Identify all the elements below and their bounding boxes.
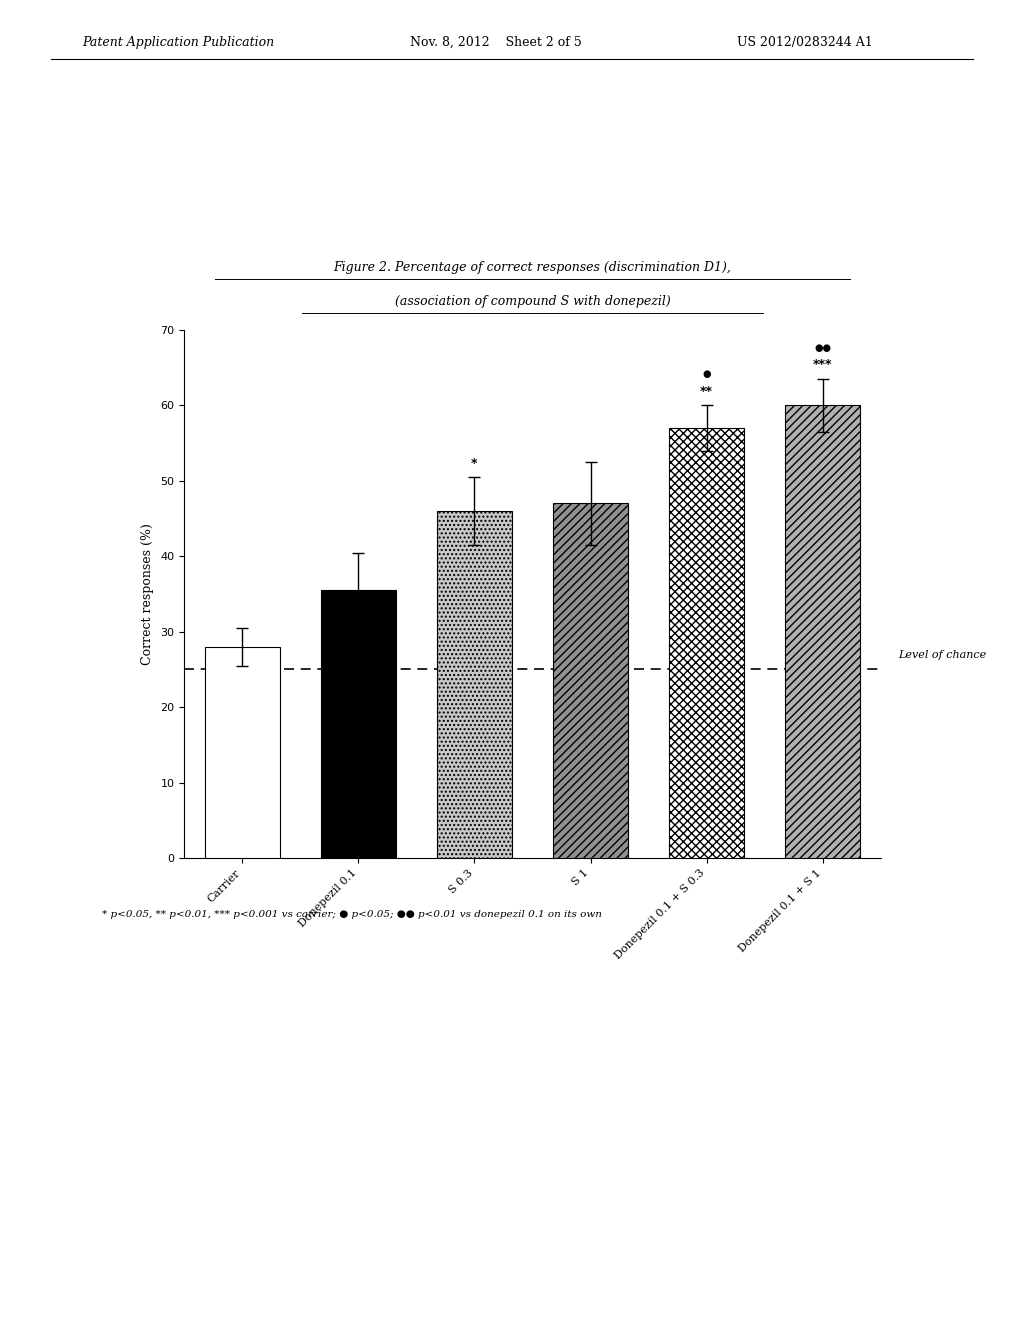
Text: **: **	[700, 385, 713, 397]
Bar	[437, 511, 512, 858]
Text: US 2012/0283244 A1: US 2012/0283244 A1	[737, 36, 873, 49]
Bar	[669, 428, 744, 858]
Text: ***: ***	[813, 359, 833, 371]
Text: ●: ●	[702, 370, 711, 379]
Text: ●●: ●●	[814, 343, 831, 352]
Text: (association of compound S with donepezil): (association of compound S with donepezi…	[394, 294, 671, 308]
Bar	[205, 647, 280, 858]
Text: Level of chance: Level of chance	[898, 651, 986, 660]
Bar	[785, 405, 860, 858]
Text: Patent Application Publication: Patent Application Publication	[82, 36, 274, 49]
Text: *: *	[471, 457, 478, 470]
Bar	[321, 590, 396, 858]
Y-axis label: Correct responses (%): Correct responses (%)	[140, 523, 154, 665]
Bar	[553, 503, 629, 858]
Text: Nov. 8, 2012    Sheet 2 of 5: Nov. 8, 2012 Sheet 2 of 5	[410, 36, 582, 49]
Text: Figure 2. Percentage of correct responses (discrimination D1),: Figure 2. Percentage of correct response…	[334, 260, 731, 273]
Text: * p<0.05, ** p<0.01, *** p<0.001 vs carrier; ● p<0.05; ●● p<0.01 vs donepezil 0.: * p<0.05, ** p<0.01, *** p<0.001 vs carr…	[102, 911, 602, 920]
